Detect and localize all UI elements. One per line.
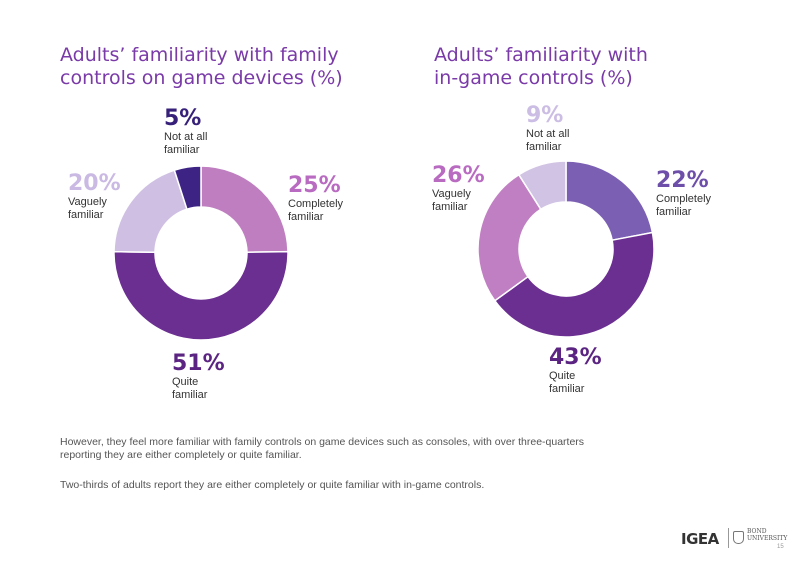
label-quite-familiar: 51% Quite familiar	[172, 352, 262, 402]
pct-label: 26%	[432, 163, 485, 188]
logo-divider	[728, 528, 729, 548]
label-not-at-all-familiar: 5% Not at all familiar	[164, 107, 254, 157]
pct-label: 9%	[526, 103, 564, 128]
donut-slice-not-at-all-familiar	[517, 160, 567, 211]
category-label: Quite familiar	[172, 376, 208, 401]
category-label: Completely familiar	[656, 193, 712, 218]
bond-university-logo: BOND UNIVERSITY	[747, 528, 788, 542]
pct-label: 5%	[164, 106, 202, 131]
donut-slice-quite-familiar	[113, 250, 289, 341]
pct-label: 51%	[172, 351, 225, 376]
donut-slice-vaguely-familiar	[477, 173, 542, 302]
summary-paragraph-2: Two-thirds of adults report they are eit…	[60, 479, 485, 491]
summary-paragraph-1: However, they feel more familiar with fa…	[60, 436, 585, 461]
bond-crest-icon	[733, 531, 744, 544]
donut-slice-completely-familiar	[565, 160, 654, 242]
chart-title-in-game-controls: Adults’ familiarity with in-game control…	[434, 44, 648, 89]
label-quite-familiar: 43% Quite familiar	[549, 346, 639, 396]
donut-slice-quite-familiar	[493, 231, 655, 338]
label-completely-familiar: 22% Completely familiar	[656, 169, 746, 219]
donut-slice-not-at-all-familiar	[173, 165, 202, 211]
category-label: Quite familiar	[549, 370, 585, 395]
category-label: Not at all familiar	[164, 131, 208, 156]
page-number: 15	[777, 544, 784, 550]
pct-label: 43%	[549, 345, 602, 370]
category-label: Vaguely familiar	[432, 188, 471, 213]
category-label: Completely familiar	[288, 198, 344, 223]
category-label: Vaguely familiar	[68, 196, 107, 221]
pct-label: 20%	[68, 171, 121, 196]
category-label: Not at all familiar	[526, 128, 570, 153]
label-completely-familiar: 25% Completely familiar	[288, 174, 378, 224]
pct-label: 25%	[288, 173, 341, 198]
igea-logo: IGEA	[681, 530, 719, 548]
pct-label: 22%	[656, 168, 709, 193]
chart-title-family-controls: Adults’ familiarity with family controls…	[60, 44, 343, 89]
label-vaguely-familiar: 26% Vaguely familiar	[432, 164, 522, 214]
label-not-at-all-familiar: 9% Not at all familiar	[526, 104, 616, 154]
label-vaguely-familiar: 20% Vaguely familiar	[68, 172, 158, 222]
donut-slice-completely-familiar	[200, 165, 289, 254]
